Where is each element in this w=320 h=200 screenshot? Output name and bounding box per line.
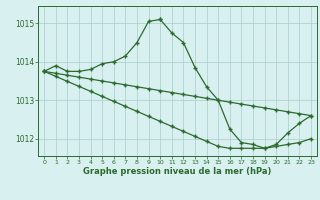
X-axis label: Graphe pression niveau de la mer (hPa): Graphe pression niveau de la mer (hPa) xyxy=(84,167,272,176)
